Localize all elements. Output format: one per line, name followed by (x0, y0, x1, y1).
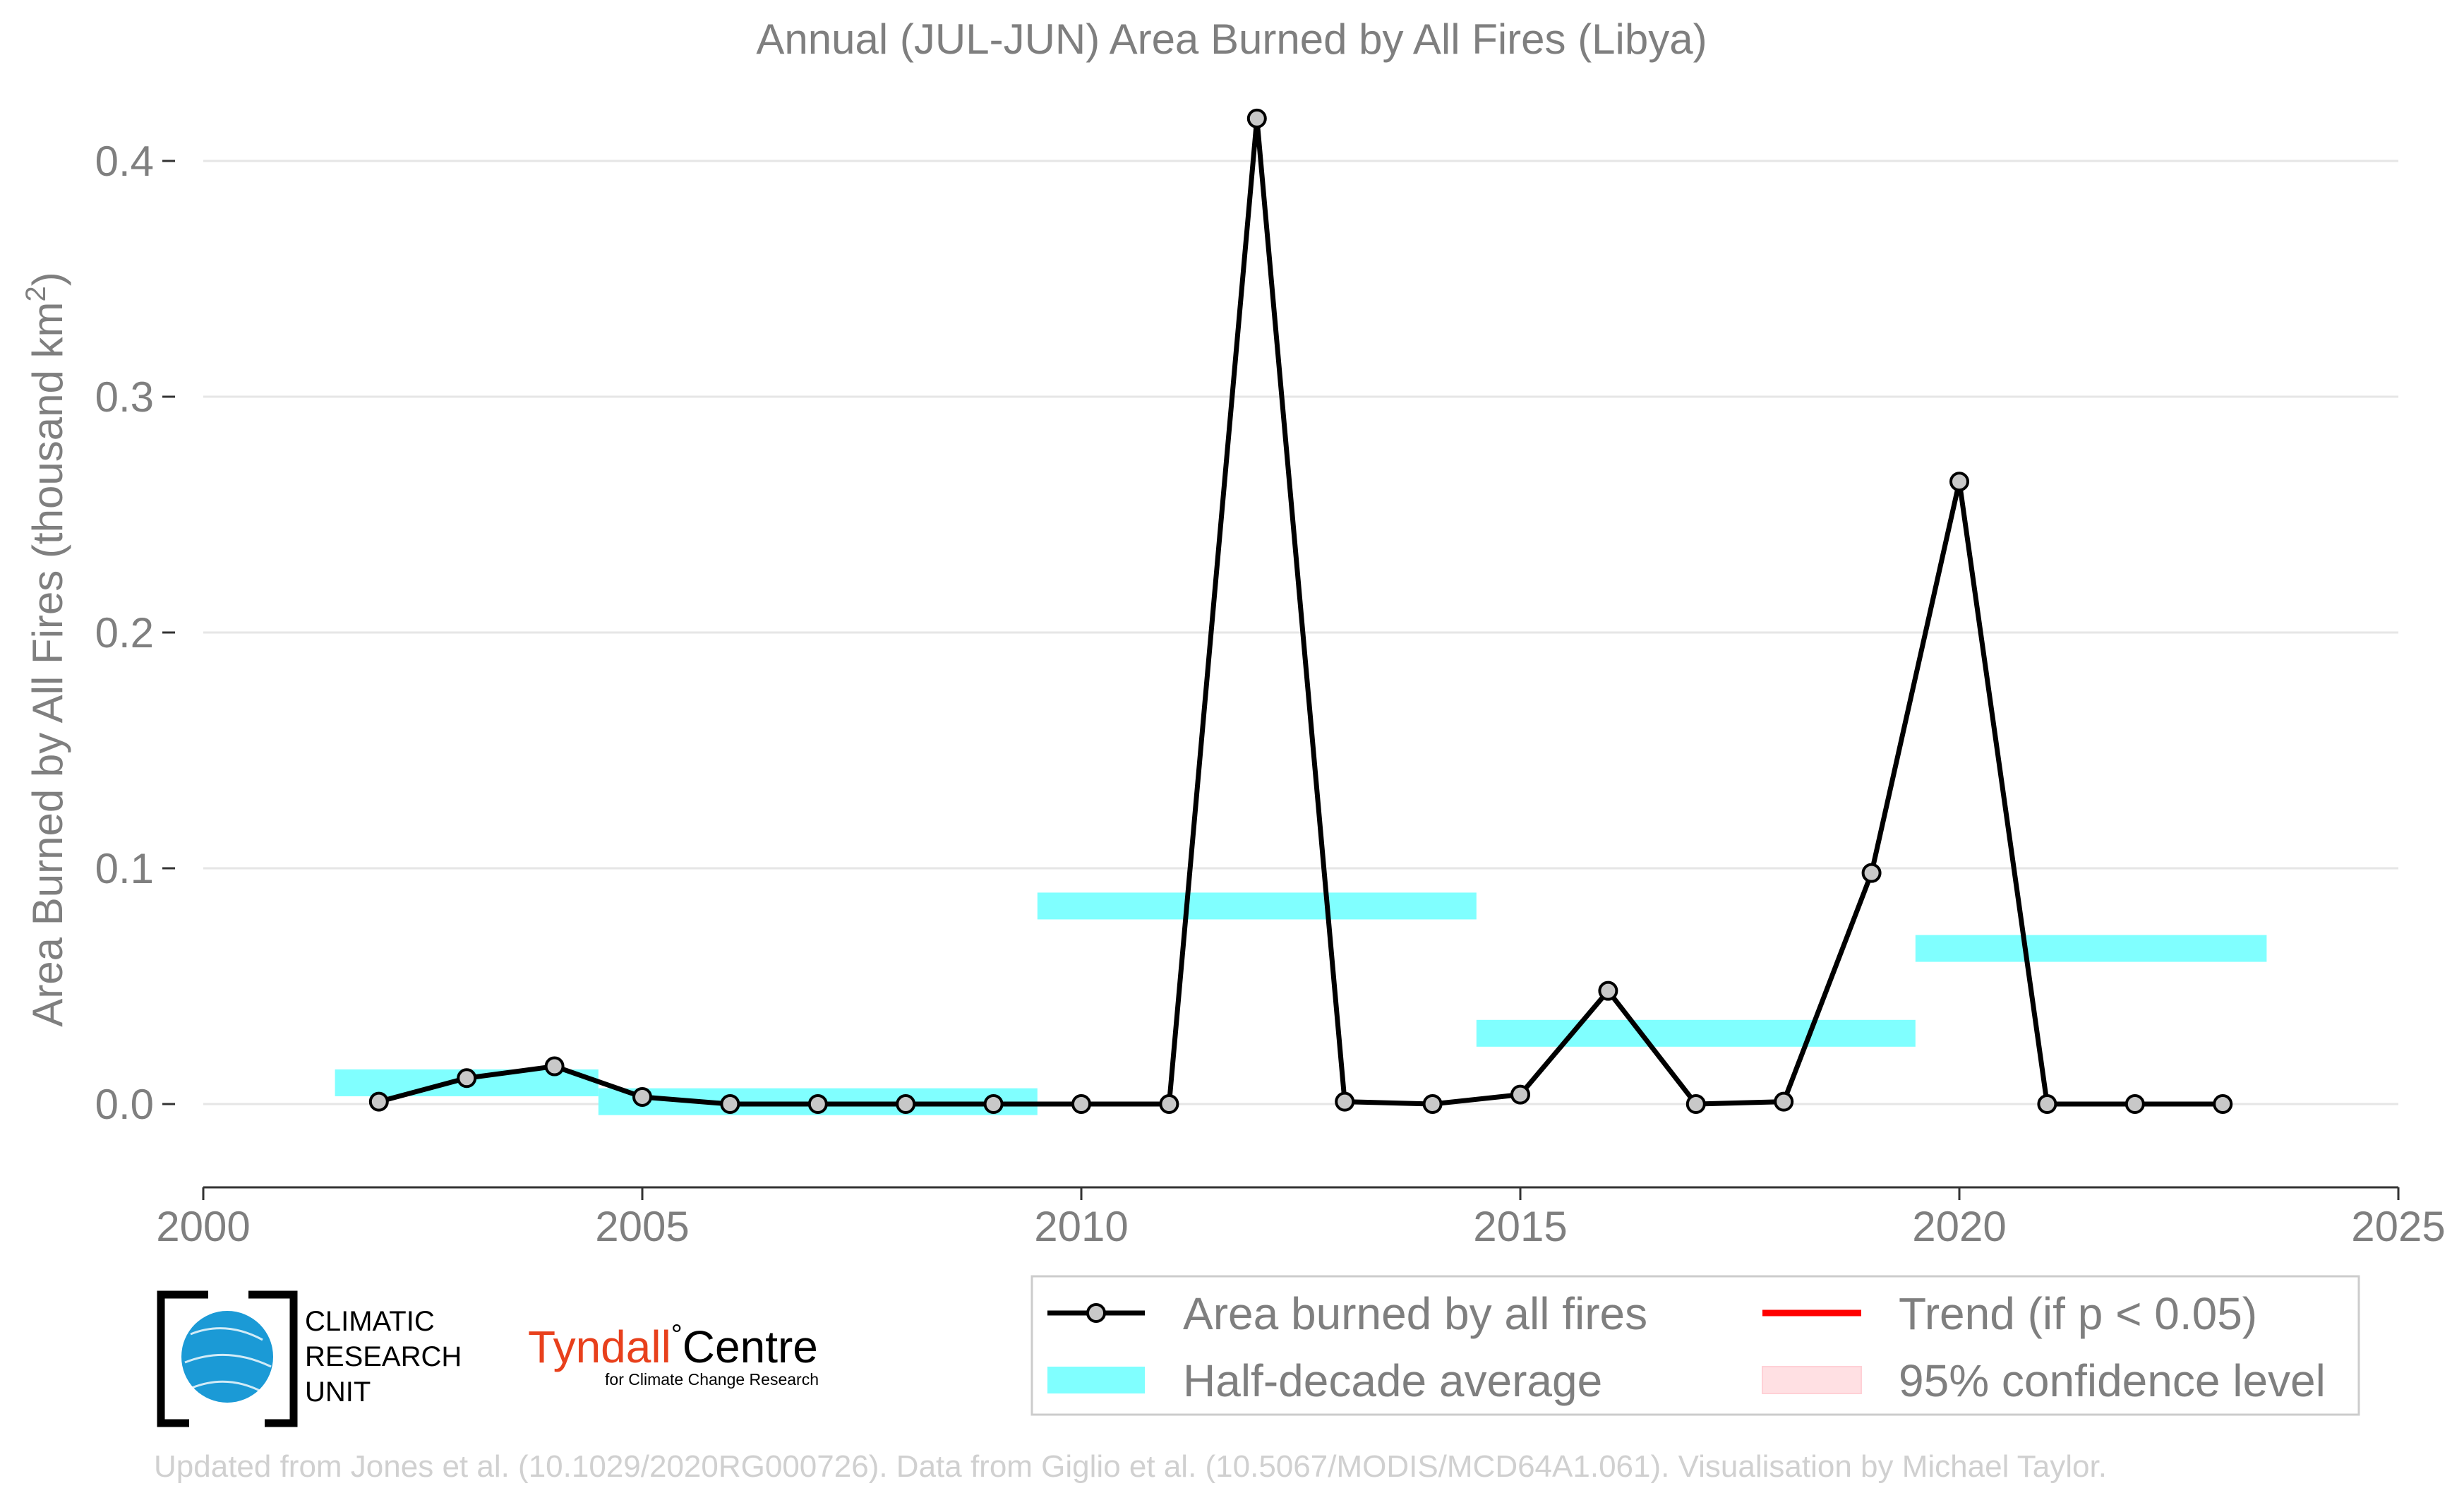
cru-globe-lines (184, 1327, 272, 1393)
legend-label-half-decade: Half-decade average (1183, 1355, 1602, 1406)
legend-band-swatch (1047, 1367, 1145, 1393)
y-tick-label: 0.1 (95, 845, 154, 892)
series-line (378, 116, 2223, 1107)
data-point (1861, 863, 1882, 883)
data-point (1685, 1094, 1706, 1114)
cru-bracket-right (248, 1290, 298, 1427)
x-tick-label: 2005 (595, 1203, 689, 1250)
cru-bracket-left (157, 1290, 208, 1427)
legend-item-trend: Trend (if p < 0.05) (1762, 1288, 2257, 1339)
y-axis-title-main: Area Burned by All Fires (thousand km (24, 302, 71, 1027)
data-point (1246, 108, 1267, 128)
data-point (2213, 1094, 2233, 1114)
data-point (1071, 1094, 1091, 1114)
data-point (632, 1086, 652, 1107)
x-tick-label: 2015 (1473, 1203, 1567, 1250)
data-point (1774, 1091, 1794, 1112)
legend-box (1030, 1275, 2360, 1416)
x-tick-label: 2025 (2351, 1203, 2445, 1250)
data-point (983, 1094, 1004, 1114)
cru-text-line2: RESEARCH (305, 1341, 462, 1372)
y-axis-title-superscript: 2 (20, 286, 52, 301)
data-point (896, 1094, 916, 1114)
y-axis-ticks: 0.0 0.1 0.2 0.3 0.4 (95, 138, 175, 1128)
legend-marker-swatch (1086, 1303, 1106, 1323)
tyndall-name-red: Tyndall (528, 1321, 671, 1372)
tyndall-degree: ° (671, 1319, 683, 1350)
y-axis-title-end: ) (24, 272, 71, 286)
half-decade-bar (1037, 892, 1477, 920)
credit-footnote: Updated from Jones et al. (10.1029/2020R… (154, 1449, 2107, 1484)
tyndall-wordmark: Tyndall°Centre (528, 1319, 818, 1372)
legend-item-confidence: 95% confidence level (1762, 1355, 2326, 1406)
x-tick-label: 2000 (156, 1203, 250, 1250)
data-point (1949, 472, 1969, 492)
legend-label-trend: Trend (if p < 0.05) (1899, 1288, 2257, 1339)
legend-label-confidence: 95% confidence level (1899, 1355, 2326, 1406)
data-point (1510, 1084, 1530, 1105)
data-point (1598, 981, 1618, 1001)
legend: Area burned by all fires Trend (if p < 0… (1030, 1275, 2360, 1416)
half-decade-averages (335, 892, 2267, 1115)
legend-confidence-swatch (1762, 1366, 1862, 1394)
cru-text-line3: UNIT (305, 1377, 371, 1408)
legend-item-area-burned: Area burned by all fires (1047, 1288, 1647, 1339)
y-tick-label: 0.0 (95, 1081, 154, 1128)
data-point (2125, 1094, 2145, 1114)
data-point (544, 1056, 565, 1077)
cru-logo: CLIMATIC RESEARCH UNIT (157, 1290, 462, 1427)
x-tick-label: 2010 (1034, 1203, 1128, 1250)
series-area-burned (368, 108, 2233, 1114)
legend-label-area-burned: Area burned by all fires (1183, 1288, 1647, 1339)
cru-globe-icon (181, 1311, 273, 1403)
tyndall-name-black: Centre (683, 1321, 818, 1372)
legend-item-half-decade: Half-decade average (1047, 1355, 1602, 1406)
tyndall-logo: Tyndall°Centre for Climate Change Resear… (528, 1319, 819, 1389)
x-tick-label: 2020 (1912, 1203, 2006, 1250)
data-point (720, 1094, 740, 1114)
data-point (1335, 1091, 1355, 1112)
y-axis-title: Area Burned by All Fires (thousand km2) (20, 272, 71, 1026)
y-tick-label: 0.3 (95, 373, 154, 421)
data-point (2037, 1094, 2057, 1114)
x-axis-ticks: 2000 2005 2010 2015 2020 2025 (156, 1187, 2446, 1250)
data-point (368, 1091, 389, 1112)
y-tick-label: 0.2 (95, 609, 154, 656)
data-point (807, 1094, 828, 1114)
half-decade-bar (1915, 935, 2267, 962)
half-decade-bar (1476, 1019, 1916, 1047)
data-point (1422, 1094, 1443, 1114)
y-tick-label: 0.4 (95, 138, 154, 185)
tyndall-subtitle: for Climate Change Research (605, 1370, 819, 1389)
chart-title: Annual (JUL-JUN) Area Burned by All Fire… (756, 16, 1707, 63)
cru-text-line1: CLIMATIC (305, 1306, 435, 1337)
data-point (1159, 1094, 1179, 1114)
data-point (457, 1068, 477, 1089)
